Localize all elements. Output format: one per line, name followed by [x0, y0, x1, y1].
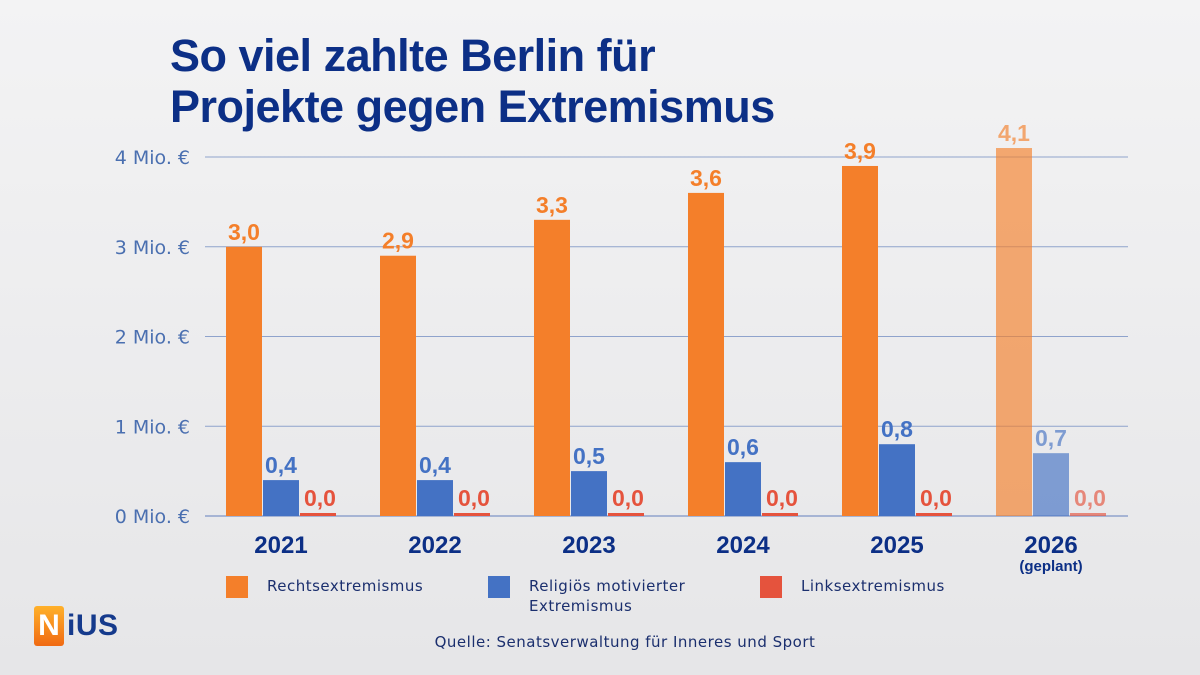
data-label: 2,9	[382, 228, 414, 254]
bar	[300, 513, 336, 516]
bar	[571, 471, 607, 516]
legend-swatch-linksextremismus	[760, 576, 782, 598]
y-tick-label: 2 Mio. €	[115, 327, 190, 349]
y-tick-label: 1 Mio. €	[115, 416, 190, 438]
logo-mark: N	[34, 606, 64, 646]
chart-legend: Rechtsextremismus Religiös motivierter E…	[0, 576, 1200, 626]
bar	[263, 480, 299, 516]
data-label: 0,7	[1035, 425, 1067, 451]
bar	[725, 462, 761, 516]
chart-title-line-1: So viel zahlte Berlin für	[170, 30, 656, 81]
y-tick-label: 4 Mio. €	[115, 147, 190, 169]
legend-label-line-2: Extremismus	[529, 597, 633, 615]
data-label: 0,0	[612, 485, 644, 511]
legend-label-religioes: Religiös motivierter Extremismus	[529, 576, 685, 616]
data-label: 0,0	[766, 485, 798, 511]
bar	[417, 480, 453, 516]
data-label: 0,0	[1074, 485, 1106, 511]
bar	[534, 219, 570, 516]
x-tick-label: 2023	[562, 532, 615, 559]
x-tick-label: 2025	[870, 532, 923, 559]
data-label: 0,4	[419, 452, 451, 478]
data-label: 0,4	[265, 452, 297, 478]
x-tick-label: 2024	[716, 532, 770, 559]
data-label: 3,0	[228, 219, 260, 245]
data-label: 0,5	[573, 443, 605, 469]
bar	[916, 513, 952, 516]
bar	[996, 148, 1032, 516]
chart-title-line-2: Projekte gegen Extremismus	[170, 81, 775, 132]
legend-label-line-1: Linksextremismus	[801, 577, 945, 595]
x-tick-label: 2021	[254, 532, 307, 559]
legend-label-rechtsextremismus: Rechtsextremismus	[267, 576, 423, 596]
bar	[1033, 453, 1069, 516]
bar	[608, 513, 644, 516]
legend-item-rechtsextremismus: Rechtsextremismus	[226, 576, 423, 598]
y-tick-label: 3 Mio. €	[115, 237, 190, 259]
nius-logo: N iUS	[34, 606, 119, 646]
bar	[380, 255, 416, 516]
x-tick-note: (geplant)	[1019, 558, 1082, 575]
bar	[842, 165, 878, 516]
y-tick-label: 0 Mio. €	[115, 506, 190, 528]
bar	[454, 513, 490, 516]
legend-swatch-rechtsextremismus	[226, 576, 248, 598]
legend-label-line-1: Rechtsextremismus	[267, 577, 424, 595]
x-tick-label: 2022	[408, 532, 461, 559]
bar	[226, 246, 262, 516]
data-label: 0,6	[727, 434, 759, 460]
chart-title: So viel zahlte Berlin für Projekte gegen…	[170, 30, 775, 132]
legend-item-religioes: Religiös motivierter Extremismus	[488, 576, 685, 616]
bar	[1070, 513, 1106, 516]
bar	[762, 513, 798, 516]
logo-wordmark: iUS	[67, 609, 119, 642]
data-label: 0,0	[920, 485, 952, 511]
bar	[688, 192, 724, 516]
legend-label-line-1: Religiös motivierter	[529, 577, 686, 595]
legend-label-linksextremismus: Linksextremismus	[801, 576, 945, 596]
bar-chart: 0 Mio. € 1 Mio. € 2 Mio. € 3 Mio. € 4 Mio. €…	[115, 120, 1128, 575]
source-note: Quelle: Senatsverwaltung für Inneres und…	[434, 633, 816, 651]
data-label: 0,0	[458, 485, 490, 511]
x-tick-label: 2026	[1024, 532, 1077, 559]
legend-swatch-religioes	[488, 576, 510, 598]
data-label: 3,6	[690, 165, 722, 191]
legend-item-linksextremismus: Linksextremismus	[760, 576, 945, 598]
data-label: 4,1	[998, 120, 1030, 146]
data-label: 3,9	[844, 138, 876, 164]
data-label: 0,8	[881, 416, 913, 442]
data-label: 0,0	[304, 485, 336, 511]
data-label: 3,3	[536, 192, 568, 218]
bar	[879, 444, 915, 516]
